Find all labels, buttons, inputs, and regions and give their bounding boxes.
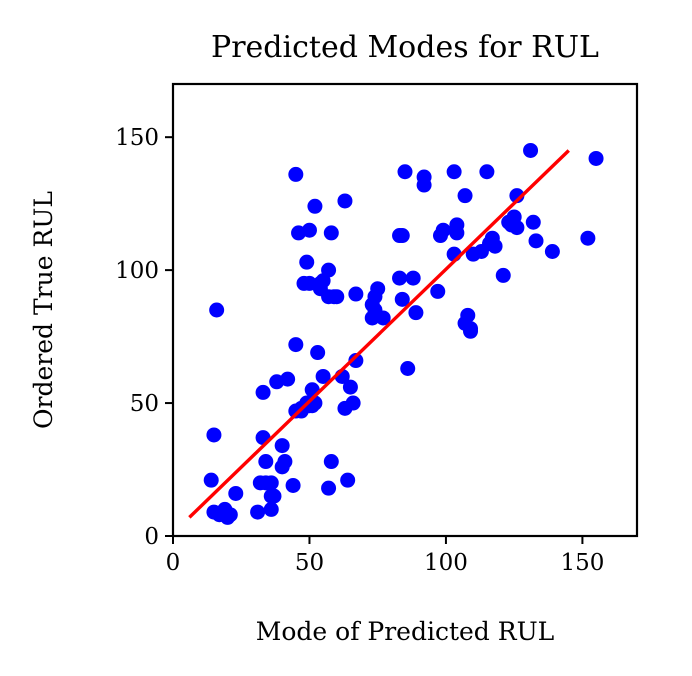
data-point	[523, 142, 539, 158]
data-point	[255, 384, 271, 400]
data-point	[408, 305, 424, 321]
x-tick-label: 50	[295, 550, 324, 576]
data-point	[405, 270, 421, 286]
data-point	[277, 454, 293, 470]
y-axis-label: Ordered True RUL	[29, 191, 58, 429]
data-point	[394, 291, 410, 307]
plot-area: 0 50 100 150 0 50 100 150	[115, 82, 639, 576]
data-point	[449, 225, 465, 241]
data-point	[457, 188, 473, 204]
data-point	[280, 371, 296, 387]
data-point	[307, 198, 323, 214]
data-point	[285, 477, 301, 493]
data-point	[258, 454, 274, 470]
y-tick-label: 50	[130, 391, 159, 417]
data-point	[321, 262, 337, 278]
fit-line	[188, 149, 570, 519]
data-point	[397, 164, 413, 180]
data-point	[321, 480, 337, 496]
data-point	[288, 166, 304, 182]
data-point	[323, 454, 339, 470]
data-point	[495, 267, 511, 283]
data-point	[263, 488, 279, 504]
data-point	[457, 315, 473, 331]
data-point	[263, 475, 279, 491]
x-axis-label: Mode of Predicted RUL	[256, 617, 555, 646]
data-point	[367, 302, 383, 318]
data-point	[509, 220, 525, 236]
data-point	[528, 233, 544, 249]
data-point	[329, 289, 345, 305]
data-point	[400, 360, 416, 376]
data-point	[525, 214, 541, 230]
data-point	[509, 188, 525, 204]
data-point	[482, 236, 498, 252]
data-point	[340, 472, 356, 488]
x-tick-label: 100	[424, 550, 468, 576]
data-point	[544, 244, 560, 260]
data-point	[345, 395, 361, 411]
data-point	[288, 337, 304, 353]
data-point	[580, 230, 596, 246]
data-point	[206, 427, 222, 443]
x-tick-label: 150	[560, 550, 604, 576]
data-point	[430, 283, 446, 299]
data-point	[209, 302, 225, 318]
data-point	[416, 169, 432, 185]
y-tick-label: 0	[144, 524, 159, 550]
data-point	[310, 345, 326, 361]
y-tick-label: 150	[115, 125, 159, 151]
data-point	[250, 504, 266, 520]
x-tick-label: 0	[166, 550, 181, 576]
data-point	[228, 485, 244, 501]
axes-frame	[171, 82, 639, 538]
data-point	[206, 504, 222, 520]
data-point	[315, 368, 331, 384]
data-point	[299, 254, 315, 270]
data-point	[337, 193, 353, 209]
chart-title: Predicted Modes for RUL	[211, 30, 599, 65]
data-point	[274, 438, 290, 454]
data-point	[203, 472, 219, 488]
y-tick-label: 100	[115, 258, 159, 284]
data-point	[479, 164, 495, 180]
data-point	[312, 281, 328, 297]
data-point	[392, 270, 408, 286]
data-point	[342, 379, 358, 395]
data-point	[323, 225, 339, 241]
data-point	[435, 222, 451, 238]
data-point	[446, 164, 462, 180]
data-point	[348, 286, 364, 302]
data-point	[348, 353, 364, 369]
data-point	[263, 501, 279, 517]
data-point	[394, 228, 410, 244]
data-point	[588, 150, 604, 166]
data-point	[301, 222, 317, 238]
data-point	[367, 289, 383, 305]
